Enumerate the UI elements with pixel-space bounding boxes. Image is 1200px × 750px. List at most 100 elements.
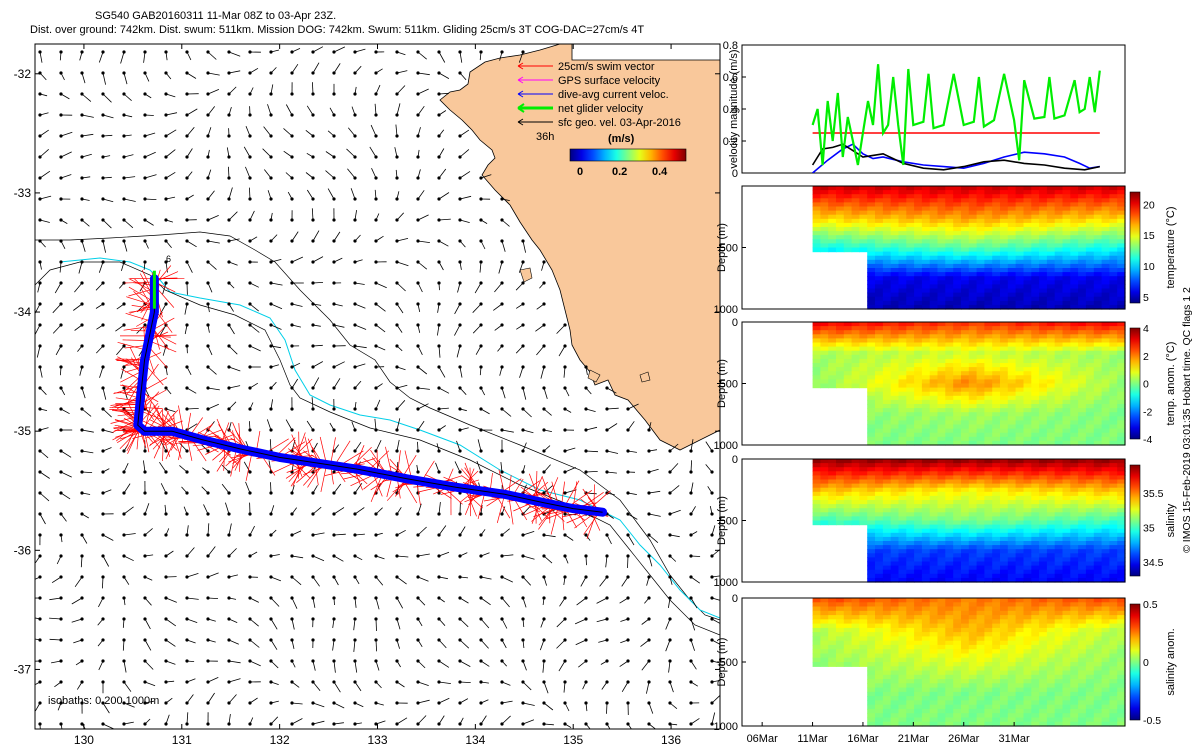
map-xtick-label: 131 <box>172 733 192 747</box>
map-x-axis: 130 131 132 133 134 135 136 <box>74 44 681 747</box>
map-xtick-label: 135 <box>563 733 583 747</box>
heatmap-colorbar-tick: 0.5 <box>1143 599 1158 611</box>
heatmap-colorbar <box>1129 464 1141 577</box>
heatmap-ylabel: Depth (m) <box>716 638 728 687</box>
legend-label-dive-avg: dive-avg current veloc. <box>558 89 669 101</box>
heatmap-ytick-label: 0 <box>732 593 738 605</box>
legend-entry-dive-avg: dive-avg current veloc. <box>517 89 669 101</box>
map-ytick-label: -34 <box>14 305 32 319</box>
time-x-axis: 06Mar 11Mar 16Mar 21Mar 26Mar 31Mar <box>747 722 1030 745</box>
heatmap-ytick-label: 1000 <box>714 304 738 316</box>
time-xtick-label: 16Mar <box>847 733 879 745</box>
heatmap-colorbar-tick: 5 <box>1143 292 1149 304</box>
legend-label-gps: GPS surface velocity <box>558 75 661 87</box>
heatmap-colorbar-tick: -0.5 <box>1143 715 1161 727</box>
map-ytick-label: -37 <box>14 662 32 676</box>
map-xtick-label: 133 <box>367 733 387 747</box>
legend-colorbar-title: (m/s) <box>608 133 635 145</box>
velocity-frame <box>741 44 1126 174</box>
legend-entry-gps: GPS surface velocity <box>517 75 661 87</box>
isobath-200 <box>59 257 720 619</box>
heatmap-colorbar-label: temp. anom. (°C) <box>1165 342 1177 426</box>
heatmap-colorbar-tick: 15 <box>1143 230 1155 242</box>
velocity-ytick-label: 0.4 <box>723 104 738 116</box>
time-xtick-label: 21Mar <box>898 733 930 745</box>
isobath-0 <box>35 231 720 621</box>
map-colorbar <box>569 148 687 162</box>
heatmap-colorbar <box>1129 191 1141 304</box>
isobath-1000 <box>35 261 720 636</box>
heatmap-colorbar-tick: 0 <box>1143 379 1149 391</box>
heatmap-ytick-label: 0 <box>732 454 738 466</box>
heatmap-colorbar-tick: 4 <box>1143 323 1149 335</box>
heatmap-ytick-label: 500 <box>720 243 738 255</box>
heatmap-ylabel: Depth (m) <box>716 496 728 545</box>
heatmap-ytick-label: 1000 <box>714 721 738 733</box>
temperature-anomaly-panel: 0 500 1000 Depth (m) -4 -2 0 2 4 temp. anom. (°C) <box>714 317 1177 452</box>
legend-entry-sfc-geo: sfc geo. vel. 03-Apr-2016 <box>517 117 681 129</box>
heatmap-ytick-label: 500 <box>720 657 738 669</box>
glider-track-line <box>137 278 603 513</box>
heatmap-ytick-label: 1000 <box>714 577 738 589</box>
island-1 <box>519 267 533 283</box>
heatmap-colorbar-tick: 2 <box>1143 351 1149 363</box>
surface-velocity-field <box>35 46 720 729</box>
legend-label-swim: 25cm/s swim vector <box>558 61 655 73</box>
heatmap-colorbar-tick: 0 <box>1143 657 1149 669</box>
heatmap-colorbar-tick: -2 <box>1143 406 1152 418</box>
heatmap-ytick-label: 1000 <box>714 440 738 452</box>
velocity-ytick-label: 0.8 <box>723 40 738 52</box>
salinity-anomaly-panel: 0 500 1000 Depth (m) -0.5 0 0.5 salinity anom. <box>714 593 1177 733</box>
map-colorbar-tick-1: 0.2 <box>612 166 627 178</box>
heatmap-colorbar <box>1129 327 1141 440</box>
map-ytick-label: -35 <box>14 424 32 438</box>
heatmap-ylabel: Depth (m) <box>716 223 728 272</box>
heatmap-ylabel: Depth (m) <box>716 359 728 408</box>
map-legend: 25cm/s swim vector GPS surface velocity … <box>517 61 687 178</box>
figure-subtitle: Dist. over ground: 742km. Dist. swum: 51… <box>30 24 645 36</box>
legend-entry-swim: 25cm/s swim vector <box>517 61 655 73</box>
heatmap-colorbar-tick: 35 <box>1143 522 1155 534</box>
legend-label-sfc-geo: sfc geo. vel. 03-Apr-2016 <box>558 117 681 129</box>
map-ytick-label: -33 <box>14 186 32 200</box>
island-3 <box>639 371 651 383</box>
heatmap-colorbar-tick: 20 <box>1143 199 1155 211</box>
map-xtick-label: 134 <box>465 733 485 747</box>
velocity-ytick-label: 0.2 <box>723 136 738 148</box>
map-ytick-label: -32 <box>14 67 32 81</box>
heatmap-colorbar-tick: 35.5 <box>1143 488 1164 500</box>
velocity-series <box>811 64 1101 173</box>
temperature-panel: 500 1000 Depth (m) 5 10 15 20 temperature (°C) <box>714 185 1177 316</box>
heatmap-colorbar-tick: 34.5 <box>1143 557 1164 569</box>
heatmap-ytick-label: 500 <box>720 379 738 391</box>
heatmap-colorbar-tick: 10 <box>1143 261 1155 273</box>
velocity-ytick-label: 0 <box>732 168 738 180</box>
map-ytick-label: -36 <box>14 543 32 557</box>
start-marker-label: 6 <box>166 254 171 264</box>
map-colorbar-tick-0: 0 <box>577 166 583 178</box>
time-xtick-label: 31Mar <box>999 733 1031 745</box>
heatmap-ytick-label: 0 <box>732 317 738 329</box>
map-y-axis: -32 -33 -34 -35 -36 -37 <box>14 67 720 676</box>
map-xtick-label: 132 <box>270 733 290 747</box>
figure-title: SG540 GAB20160311 11-Mar 08Z to 03-Apr 2… <box>95 10 337 22</box>
map-panel: 6 130 131 132 133 134 135 136 -32-33-34-35-36-… <box>14 43 721 747</box>
time-xtick-label: 26Mar <box>948 733 980 745</box>
map-xtick-label: 130 <box>74 733 94 747</box>
legend-label-net: net glider velocity <box>558 103 643 115</box>
heatmap-colorbar-label: salinity anom. <box>1165 628 1177 695</box>
copyright-note: © IMOS 15-Feb-2019 03:01:35 Hobart time.… <box>1181 287 1193 553</box>
velocity-series-line-3 <box>811 64 1101 166</box>
heatmap-colorbar-label: temperature (°C) <box>1165 206 1177 288</box>
time-xtick-label: 06Mar <box>747 733 779 745</box>
isobath-legend: isobaths: 0 200 1000m <box>48 695 159 707</box>
legend-time-label: 36h <box>536 131 554 143</box>
velocity-y-axis: 0 0.2 0.4 0.6 0.8 <box>723 40 746 180</box>
velocity-ytick-label: 0.6 <box>723 72 738 84</box>
island-2 <box>587 369 601 383</box>
heatmap-colorbar-tick: -4 <box>1143 434 1152 446</box>
heatmap-colorbar-label: salinity <box>1165 503 1177 537</box>
heatmap-ytick-label: 500 <box>720 516 738 528</box>
